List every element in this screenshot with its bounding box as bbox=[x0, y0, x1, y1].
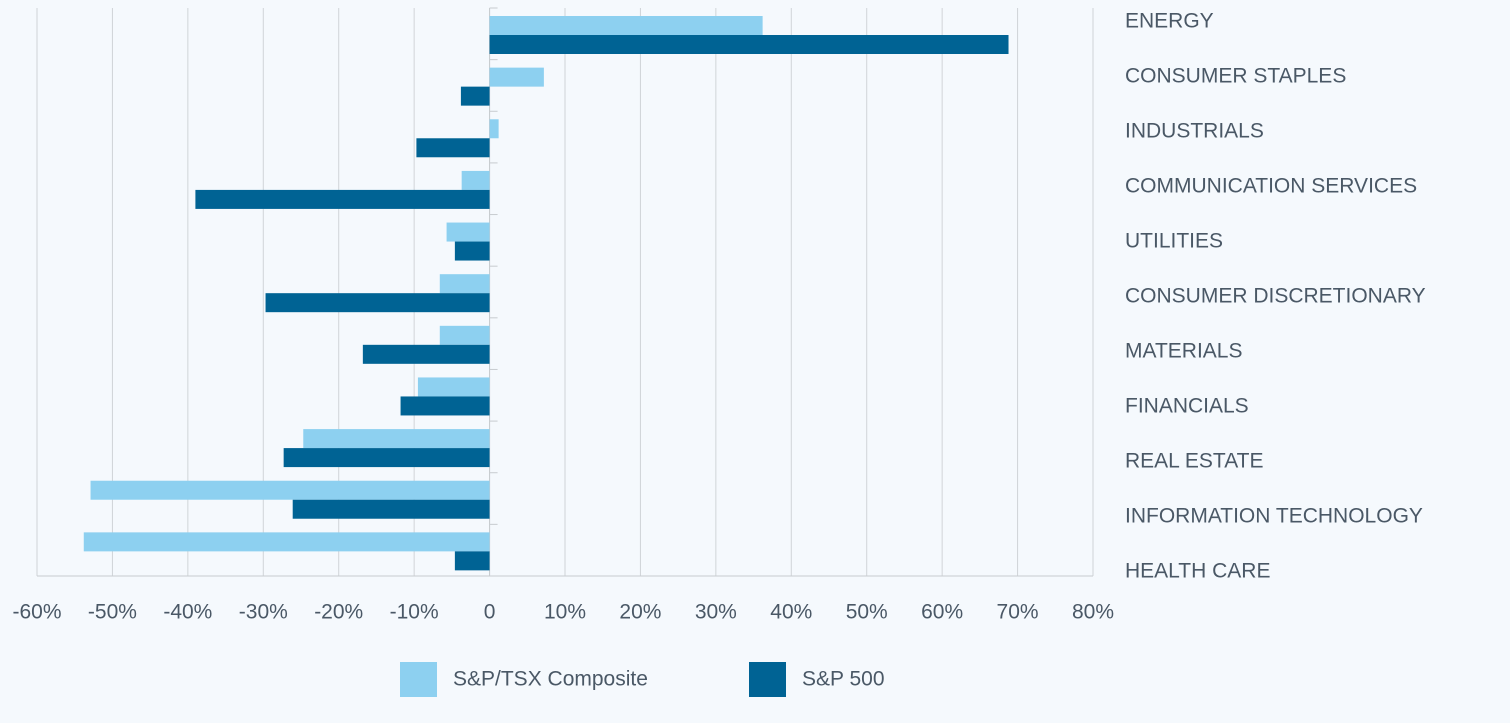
bar bbox=[292, 499, 490, 519]
bar bbox=[417, 377, 490, 397]
x-tick-label: 50% bbox=[846, 601, 888, 624]
bar bbox=[439, 274, 490, 294]
category-label: INDUSTRIALS bbox=[1125, 120, 1264, 143]
bar bbox=[489, 119, 499, 139]
legend-swatch bbox=[749, 662, 786, 697]
category-label: CONSUMER DISCRETIONARY bbox=[1125, 285, 1426, 308]
category-label: CONSUMER STAPLES bbox=[1125, 65, 1346, 88]
bar bbox=[303, 429, 490, 449]
x-tick-label: 70% bbox=[997, 601, 1039, 624]
x-tick-label: -40% bbox=[163, 601, 212, 624]
bar bbox=[489, 67, 544, 87]
x-tick-label: 80% bbox=[1072, 601, 1114, 624]
bar bbox=[283, 448, 490, 468]
x-tick-label: 10% bbox=[544, 601, 586, 624]
bar bbox=[489, 35, 1009, 54]
bar bbox=[400, 396, 490, 416]
x-tick-label: 0 bbox=[484, 601, 496, 624]
x-tick-label: -50% bbox=[88, 601, 137, 624]
bar bbox=[454, 551, 490, 571]
bar bbox=[446, 222, 490, 242]
bar bbox=[362, 344, 490, 364]
bar bbox=[265, 293, 490, 313]
category-label: HEALTH CARE bbox=[1125, 560, 1270, 583]
category-label: MATERIALS bbox=[1125, 340, 1242, 363]
x-tick-label: -10% bbox=[390, 601, 439, 624]
category-label: COMMUNICATION SERVICES bbox=[1125, 175, 1417, 198]
legend-swatch bbox=[400, 662, 437, 697]
category-label: REAL ESTATE bbox=[1125, 450, 1263, 473]
x-tick-label: 20% bbox=[619, 601, 661, 624]
x-tick-label: -60% bbox=[12, 601, 61, 624]
category-label: INFORMATION TECHNOLOGY bbox=[1125, 505, 1423, 528]
legend-label: S&P/TSX Composite bbox=[453, 668, 648, 691]
bar bbox=[83, 532, 490, 552]
bar bbox=[489, 16, 763, 35]
bar bbox=[90, 480, 490, 500]
legend-label: S&P 500 bbox=[802, 668, 885, 691]
x-tick-label: -30% bbox=[239, 601, 288, 624]
category-label: UTILITIES bbox=[1125, 230, 1223, 253]
x-tick-label: 40% bbox=[770, 601, 812, 624]
x-tick-label: 30% bbox=[695, 601, 737, 624]
category-label: ENERGY bbox=[1125, 10, 1214, 33]
x-tick-label: -20% bbox=[314, 601, 363, 624]
bar bbox=[416, 138, 490, 158]
x-tick-label: 60% bbox=[921, 601, 963, 624]
category-label: FINANCIALS bbox=[1125, 395, 1249, 418]
bar bbox=[195, 189, 490, 209]
bar bbox=[460, 86, 490, 106]
bar bbox=[439, 325, 490, 345]
bar bbox=[461, 170, 490, 190]
bar bbox=[454, 241, 490, 261]
